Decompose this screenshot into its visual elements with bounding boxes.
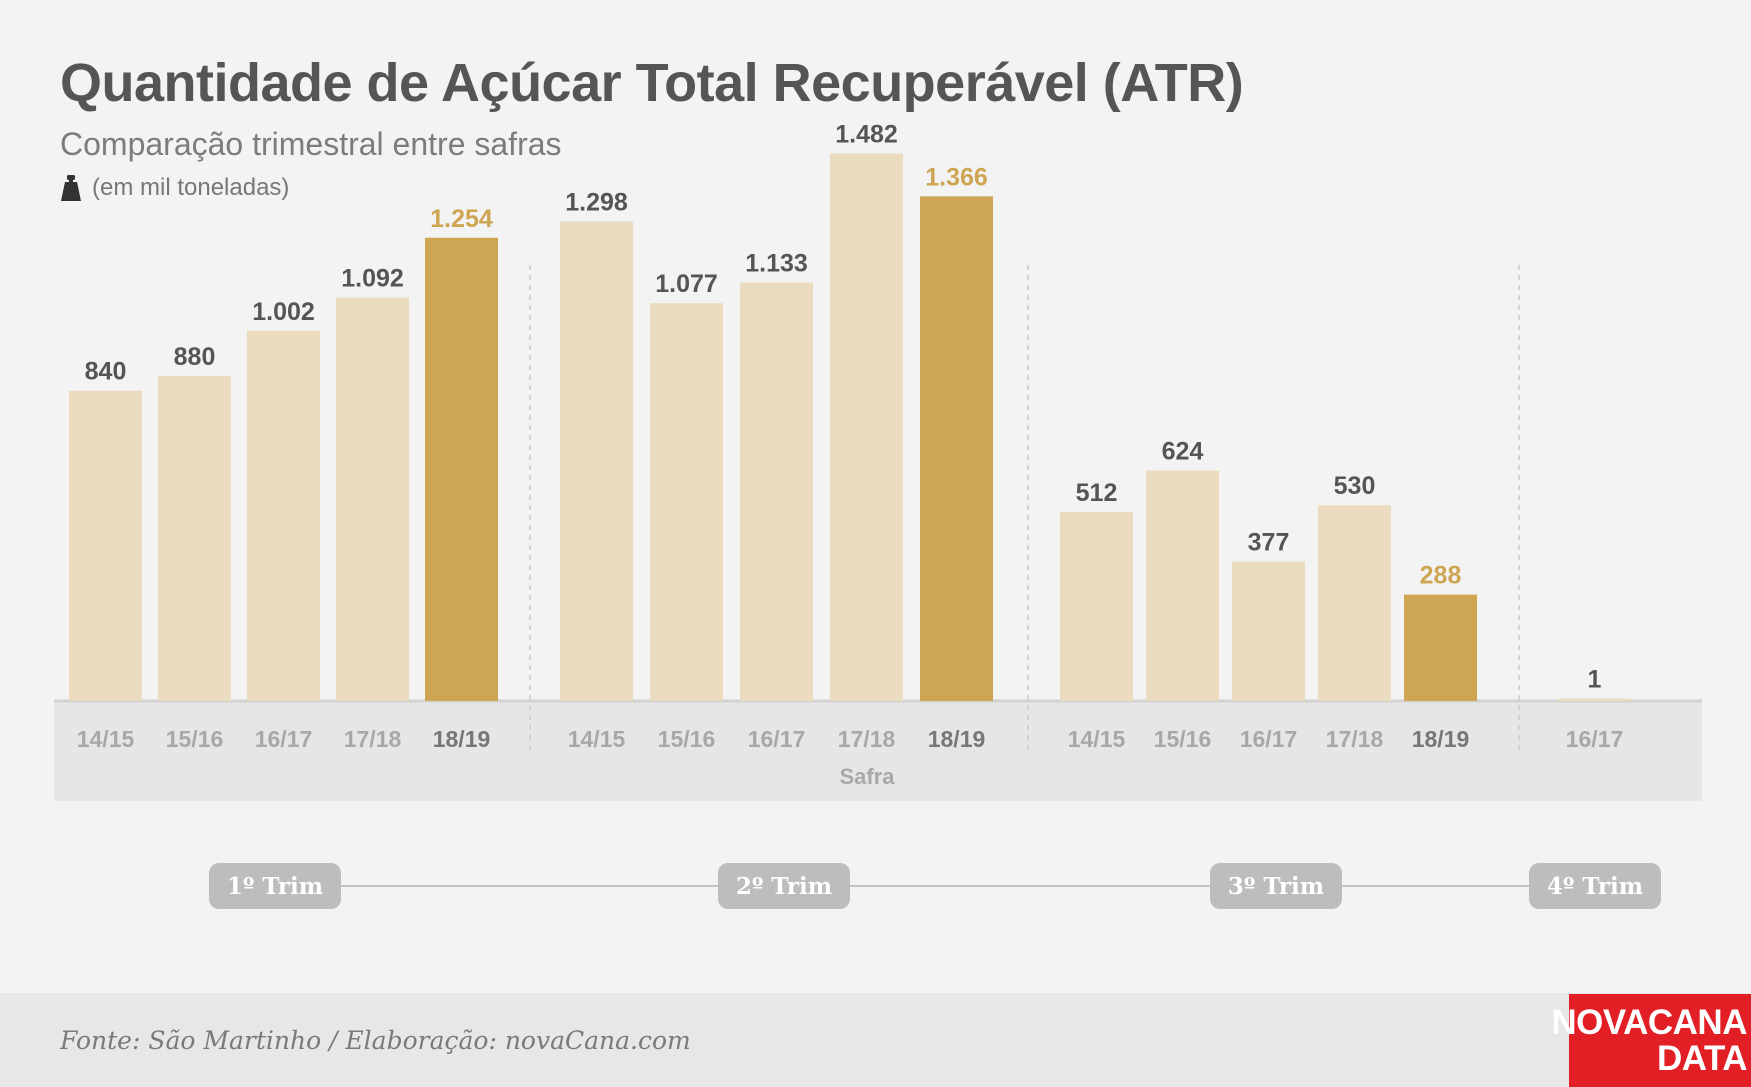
x-tick-label: 18/19 [928,726,986,752]
unit-label: (em mil toneladas) [92,174,290,201]
x-tick-label: 14/15 [568,726,626,752]
brand-logo: NOVACANA DATA [1551,994,1751,1087]
bar-value-label: 288 [1420,562,1462,590]
bar [1558,698,1631,701]
x-tick-label: 15/16 [1154,726,1212,752]
bar [830,153,903,701]
bar-value-label: 1.077 [655,270,718,298]
x-axis-band [54,701,1702,801]
bar-value-label: 880 [174,343,216,371]
bar [1060,511,1133,701]
bar [740,282,813,701]
bar [336,297,409,701]
footer-bar [0,993,1751,1087]
x-tick-label: 16/17 [1240,726,1298,752]
bar-value-label: 530 [1334,472,1376,500]
chart-subtitle: Comparação trimestral entre safras [60,126,562,162]
x-tick-label: 14/15 [1068,726,1126,752]
brand-line-1: NOVACANA [1551,1002,1747,1042]
source-note: Fonte: São Martinho / Elaboração: novaCa… [60,1026,691,1055]
bar-value-label: 624 [1162,437,1204,465]
x-tick-label: 17/18 [1326,726,1384,752]
quarter-pill-label: 2º Trim [736,873,832,900]
bar [158,375,231,701]
x-tick-label: 16/17 [748,726,806,752]
weight-icon [61,175,81,201]
quarter-pill-label: 1º Trim [227,873,323,900]
quarter-pill-label: 3º Trim [1228,873,1324,900]
bar [560,221,633,701]
quarter-pill [1529,863,1661,909]
bar [425,237,498,701]
bar [1404,594,1477,701]
brand-line-2: DATA [1656,1038,1748,1078]
quarter-pill [718,863,850,909]
bar-value-label: 377 [1248,529,1290,557]
bar [1318,505,1391,701]
x-tick-label: 15/16 [658,726,716,752]
x-tick-label: 16/17 [255,726,313,752]
x-tick-label: 18/19 [433,726,491,752]
bar-value-label: 1.254 [430,205,493,233]
bar-value-label: 1.092 [341,265,404,293]
x-axis-title: Safra [839,764,895,789]
bar-value-label: 840 [85,358,127,386]
x-tick-label: 16/17 [1566,726,1624,752]
quarter-pill [209,863,341,909]
bar [1146,470,1219,701]
bar-value-label: 1 [1588,666,1602,694]
chart-title: Quantidade de Açúcar Total Recuperável (… [60,53,1244,113]
x-tick-label: 15/16 [166,726,224,752]
x-tick-label: 14/15 [77,726,135,752]
bar [650,303,723,701]
bar-value-label: 1.133 [745,249,808,277]
bar-value-label: 1.298 [565,189,628,217]
x-tick-label: 18/19 [1412,726,1470,752]
bar [247,330,320,701]
bar [1232,561,1305,701]
quarter-pill [1210,863,1342,909]
bar-value-label: 1.482 [835,121,898,149]
bar-chart: 840 14/15 880 15/16 1.002 16/17 1.092 17/18 1.25… [54,121,1702,909]
bar-value-label: 1.002 [252,298,315,326]
quarter-pill-label: 4º Trim [1547,873,1643,900]
bar [69,390,142,701]
bar [920,196,993,701]
bar-value-label: 512 [1076,479,1118,507]
x-tick-label: 17/18 [838,726,896,752]
bar-value-label: 1.366 [925,163,988,191]
x-tick-label: 17/18 [344,726,402,752]
unit-note: (em mil toneladas) [60,174,289,202]
